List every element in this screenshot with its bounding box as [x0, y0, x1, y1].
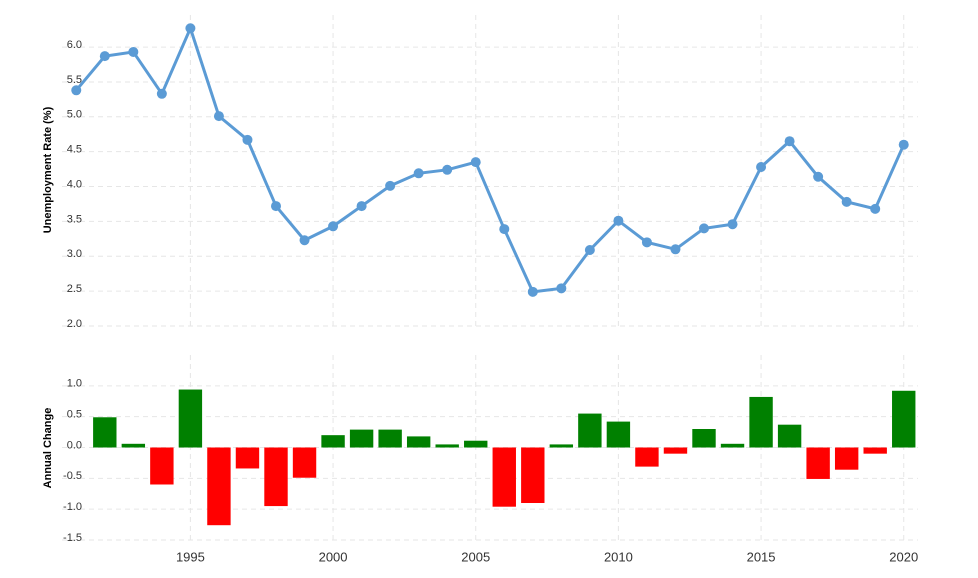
- point: [99, 51, 110, 62]
- bar: [464, 440, 488, 448]
- bar: [663, 447, 688, 454]
- bar: [207, 447, 231, 526]
- point: [670, 244, 681, 255]
- bar: [578, 413, 602, 448]
- bar: [834, 447, 859, 470]
- point: [385, 180, 396, 191]
- point: [841, 196, 852, 207]
- point: [699, 223, 709, 234]
- point: [299, 235, 310, 246]
- y-tick-label: -0.5: [63, 470, 82, 482]
- point: [470, 157, 481, 168]
- point: [499, 224, 510, 235]
- point: [356, 201, 367, 212]
- y-tick-label: 3.0: [67, 248, 82, 260]
- point: [156, 88, 167, 99]
- point: [413, 168, 424, 179]
- point: [71, 85, 82, 96]
- y-tick-label: 4.5: [67, 144, 82, 156]
- bar: [549, 444, 574, 448]
- bar: [606, 421, 631, 448]
- point: [613, 215, 624, 226]
- bar: [292, 447, 317, 478]
- point: [756, 162, 767, 173]
- point: [328, 221, 339, 232]
- bar: [349, 429, 374, 448]
- x-tick-label: 2005: [461, 549, 490, 564]
- x-tick-label: 1995: [176, 549, 205, 564]
- y-tick-label: 5.0: [67, 109, 82, 121]
- bar: [264, 447, 288, 507]
- bar: [406, 436, 431, 448]
- y-axis-title: Unemployment Rate (%): [42, 106, 54, 233]
- point: [813, 171, 824, 182]
- y-tick-label: 0.0: [67, 439, 82, 451]
- bar: [720, 443, 745, 448]
- point: [584, 244, 595, 255]
- y-tick-label: 2.0: [67, 318, 82, 330]
- bar: [492, 447, 516, 507]
- point: [870, 203, 881, 214]
- y-axis-title: Annual Change: [42, 408, 54, 489]
- x-tick-label: 2015: [747, 549, 776, 564]
- point: [641, 237, 652, 248]
- bar: [521, 447, 545, 503]
- point: [527, 286, 538, 297]
- bar: [235, 447, 260, 469]
- point: [271, 201, 281, 212]
- bar: [692, 429, 716, 448]
- y-tick-label: -1.5: [63, 532, 82, 544]
- point: [727, 219, 738, 230]
- bar: [635, 447, 659, 467]
- bar: [93, 417, 117, 448]
- bar: [435, 444, 459, 448]
- y-tick-label: 1.0: [67, 378, 82, 390]
- y-tick-label: 3.5: [67, 213, 82, 225]
- bar: [178, 389, 203, 448]
- point: [185, 23, 196, 34]
- bar: [378, 429, 402, 448]
- point: [242, 134, 253, 145]
- bar: [863, 447, 887, 454]
- point: [213, 111, 224, 122]
- bar: [121, 443, 146, 448]
- bar: [777, 424, 802, 448]
- y-tick-label: 5.5: [67, 74, 82, 86]
- bar: [321, 435, 345, 448]
- y-tick-label: 6.0: [67, 39, 82, 51]
- y-tick-label: 2.5: [67, 283, 82, 295]
- y-tick-label: 0.5: [67, 409, 82, 421]
- bar: [749, 396, 773, 448]
- line: [75, 24, 906, 294]
- y-tick-label: -1.0: [63, 501, 82, 513]
- bar: [892, 390, 916, 448]
- point: [898, 139, 909, 150]
- point: [442, 164, 453, 175]
- point: [784, 136, 795, 147]
- point: [556, 283, 567, 294]
- y-tick-label: 4.0: [67, 178, 82, 190]
- bar: [150, 447, 174, 485]
- bar: [806, 447, 830, 479]
- point: [128, 46, 139, 57]
- x-tick-label: 2010: [604, 549, 633, 564]
- x-tick-label: 2000: [319, 549, 348, 564]
- x-tick-label: 2020: [889, 549, 918, 564]
